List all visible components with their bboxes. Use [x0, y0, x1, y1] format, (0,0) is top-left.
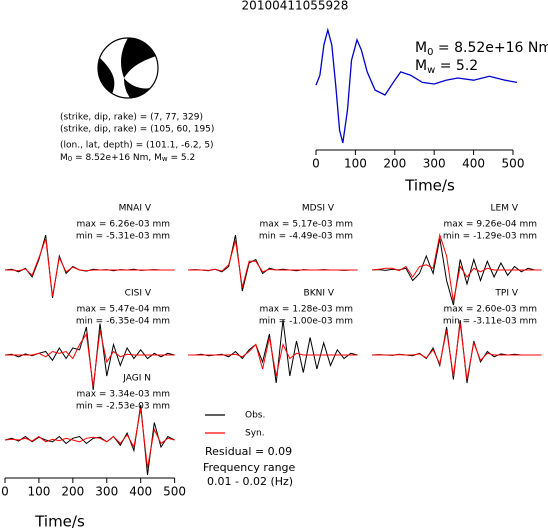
max-label: max = 5.47e-04 mm — [76, 305, 170, 315]
station-label: CISI V — [125, 289, 152, 299]
legend-label: Obs. — [245, 411, 265, 421]
max-label: max = 9.26e-04 mm — [443, 220, 537, 230]
x-axis-label: Time/s — [34, 513, 85, 530]
syn-trace — [5, 330, 175, 387]
m-symbol: M — [60, 153, 68, 163]
residual: Residual = 0.09 — [205, 445, 292, 458]
legend-label: Syn. — [245, 429, 265, 439]
max-label: max = 1.28e-03 mm — [259, 305, 353, 315]
station-label: BKNI V — [304, 289, 335, 299]
frequency: 0.01 - 0.02 (Hz) — [207, 475, 293, 488]
station-label: LEM V — [491, 204, 519, 214]
magnitude: Mw = 5.2 — [415, 58, 478, 76]
max-label: max = 6.26e-03 mm — [76, 220, 170, 230]
x-tick-label: 100 — [27, 485, 50, 499]
m-symbol: M — [415, 40, 427, 56]
subscript: 0 — [68, 155, 72, 163]
stf-line — [315, 27, 518, 144]
m-symbol: M — [415, 58, 427, 74]
max-label: max = 3.34e-03 mm — [76, 390, 170, 400]
x-axis-label: Time/s — [404, 177, 455, 195]
min-label: min = -4.49e-03 mm — [259, 232, 353, 242]
source-moment: M0 = 8.52e+16 Nm, Mw = 5.2 — [60, 153, 195, 164]
m-text: = 8.52e+16 Nm, M — [72, 153, 162, 163]
syn-trace — [371, 233, 542, 302]
station-label: TPI V — [494, 289, 518, 299]
station-label: JAGI N — [122, 374, 151, 384]
m-text: = 5.2 — [435, 58, 478, 74]
subscript: w — [162, 155, 168, 163]
syn-trace — [188, 240, 358, 288]
source-info: (strike, dip, rake) = (7, 77, 329) — [60, 113, 203, 123]
x-tick-label: 200 — [61, 485, 84, 499]
beachball — [97, 37, 159, 99]
x-tick-label: 300 — [423, 157, 446, 171]
x-tick-label: 200 — [383, 157, 406, 171]
syn-trace — [5, 238, 175, 297]
source-info: (strike, dip, rake) = (105, 60, 195) — [60, 125, 214, 135]
x-tick-label: 400 — [129, 485, 152, 499]
syn-trace — [4, 408, 175, 469]
obs-trace — [188, 319, 358, 384]
x-tick-label: 500 — [163, 485, 186, 499]
m-text: = 8.52e+16 Nm — [433, 40, 548, 56]
syn-trace — [372, 323, 542, 380]
min-label: min = -5.31e-03 mm — [76, 232, 170, 242]
max-label: max = 2.60e-03 mm — [443, 305, 537, 315]
source-info: (lon., lat, depth) = (101.1, -6.2, 5) — [60, 141, 214, 151]
station-label: MNAI V — [119, 204, 152, 214]
x-tick-label: 300 — [95, 485, 118, 499]
min-label: min = -1.00e-03 mm — [259, 317, 353, 327]
obs-trace — [4, 404, 175, 476]
subscript: 0 — [427, 47, 433, 58]
m-text: = 5.2 — [168, 153, 196, 163]
chart-title: 20100411055928 — [242, 0, 349, 13]
syn-trace — [188, 337, 358, 377]
station-label: MDSI V — [302, 204, 335, 214]
moment: M0 = 8.52e+16 Nm — [415, 40, 548, 58]
frequency: Frequency range — [203, 461, 296, 474]
subscript: w — [427, 65, 435, 76]
x-tick-label: 500 — [502, 157, 525, 171]
x-tick-label: 400 — [462, 157, 485, 171]
x-tick-label: 100 — [344, 157, 367, 171]
x-tick-label: 0 — [312, 157, 320, 171]
min-label: min = -3.11e-03 mm — [443, 317, 537, 327]
obs-trace — [187, 234, 358, 292]
x-tick-label: 0 — [1, 485, 9, 499]
min-label: min = -6.35e-04 mm — [76, 317, 170, 327]
min-label: min = -1.29e-03 mm — [443, 232, 537, 242]
min-label: min = -2.53e-03 mm — [76, 402, 170, 412]
max-label: max = 5.17e-03 mm — [259, 220, 353, 230]
